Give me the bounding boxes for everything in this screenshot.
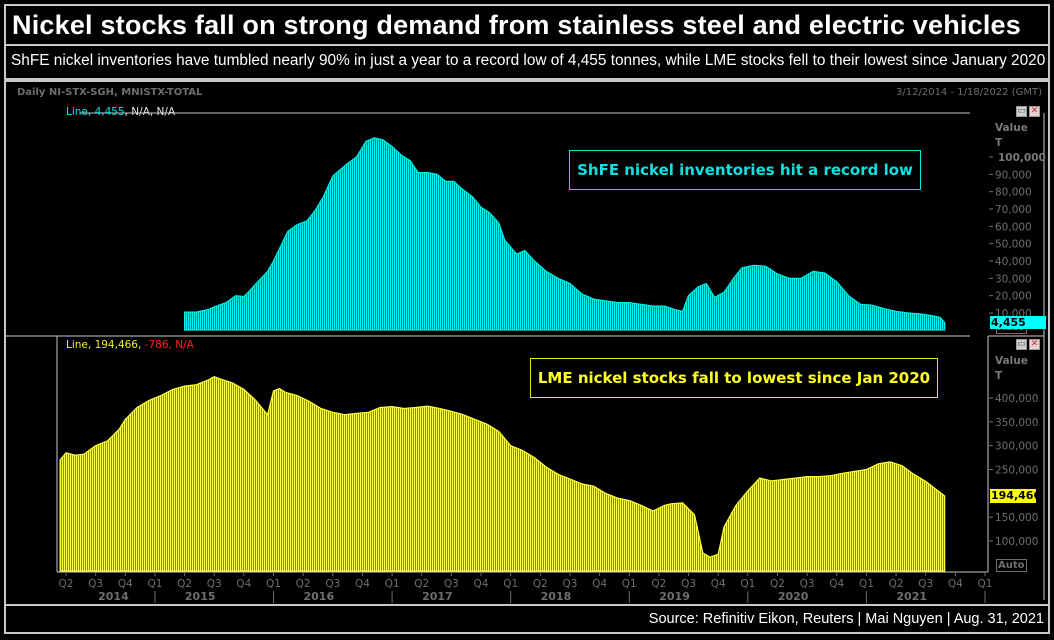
- x-quarter-label: Q1: [385, 578, 400, 590]
- series-codes-label: Daily NI-STX-SGH, MNISTX-TOTAL: [17, 87, 203, 98]
- lme-y-axis-title: Value: [995, 355, 1028, 367]
- x-quarter-label: Q3: [325, 578, 340, 590]
- restore-window-icon[interactable]: ▭: [1016, 339, 1027, 350]
- x-quarter-label: Q1: [622, 578, 637, 590]
- title-bar: Nickel stocks fall on strong demand from…: [4, 4, 1050, 46]
- x-year-label: 2021: [896, 590, 927, 603]
- x-quarter-label: Q4: [474, 578, 489, 590]
- shfe-legend-suffix: , N/A, N/A: [124, 106, 176, 118]
- x-quarter-label: Q2: [889, 578, 904, 590]
- x-year-label: 2014: [98, 590, 129, 603]
- lme-legend-value: 194,466: [94, 339, 138, 351]
- x-quarter-label: Q3: [562, 578, 577, 590]
- lme-y-tick-label: 400,000: [995, 393, 1038, 405]
- shfe-y-tick-label: 20,000: [995, 291, 1032, 303]
- shfe-legend: Line, 4,455, N/A, N/A: [66, 106, 175, 118]
- page-subtitle: ShFE nickel inventories have tumbled nea…: [11, 52, 1046, 69]
- shfe-y-tick-label: 90,000: [995, 169, 1032, 181]
- lme-annotation: LME nickel stocks fall to lowest since J…: [530, 358, 938, 398]
- x-quarter-label: Q1: [740, 578, 755, 590]
- source-credit: Source: Refinitiv Eikon, Reuters | Mai N…: [648, 611, 1044, 627]
- x-quarter-label: Q1: [503, 578, 518, 590]
- x-quarter-label: Q3: [444, 578, 459, 590]
- x-quarter-label: Q2: [651, 578, 666, 590]
- lme-legend: Line, 194,466, -786, N/A: [66, 339, 194, 351]
- shfe-y-tick-label: 80,000: [995, 187, 1032, 199]
- lme-legend-suffix: , N/A: [168, 339, 194, 351]
- shfe-area: [184, 137, 946, 331]
- lme-y-axis: 400,000 350,000 300,000 250,000 150,000 100,0…: [989, 393, 1038, 548]
- close-window-icon[interactable]: ✕: [1029, 339, 1040, 350]
- shfe-last-value-tag: 4,455: [990, 316, 1046, 329]
- x-quarter-label: Q4: [592, 578, 607, 590]
- x-quarter-label: Q4: [948, 578, 963, 590]
- shfe-y-axis-unit: T: [995, 137, 1003, 149]
- close-window-icon[interactable]: ✕: [1029, 106, 1040, 117]
- x-quarter-label: Q2: [533, 578, 548, 590]
- lme-y-tick-label: 300,000: [995, 441, 1038, 453]
- shfe-y-tick-label: 30,000: [995, 273, 1032, 285]
- lme-last-value-tag: 194,466: [990, 489, 1042, 503]
- x-quarter-label: Q4: [355, 578, 370, 590]
- shfe-y-tick-label: 100,000: [998, 152, 1046, 164]
- x-quarter-label: Q1: [859, 578, 874, 590]
- shfe-y-tick-label: 40,000: [995, 256, 1032, 268]
- shfe-y-tick-label: 70,000: [995, 204, 1032, 216]
- page-title: Nickel stocks fall on strong demand from…: [12, 10, 1021, 40]
- x-quarter-label: Q3: [681, 578, 696, 590]
- shfe-y-tick-label: 60,000: [995, 221, 1032, 233]
- shfe-area-series: [184, 137, 946, 331]
- x-year-label: 2015: [185, 590, 216, 603]
- x-quarter-label: Q1: [147, 578, 162, 590]
- x-quarter-label: Q3: [918, 578, 933, 590]
- lme-auto-scale-button[interactable]: Auto: [996, 559, 1027, 572]
- x-year-label: 2016: [303, 590, 334, 603]
- x-quarter-label: Q4: [829, 578, 844, 590]
- x-year-label: 2018: [541, 590, 572, 603]
- x-axis: Q2 Q3 Q4 Q1 Q2 Q3 Q4 Q1 Q2 Q3 Q4 Q1 Q2 Q3 Q4 Q1 Q2 Q3 Q4 Q1…: [59, 573, 993, 603]
- shfe-y-axis-title: Value: [995, 122, 1028, 134]
- lme-y-axis-unit: T: [995, 370, 1003, 382]
- x-quarter-label: Q3: [88, 578, 103, 590]
- x-quarter-label: Q4: [118, 578, 133, 590]
- lme-y-tick-label: 350,000: [995, 417, 1038, 429]
- shfe-y-tick-label: 50,000: [995, 239, 1032, 251]
- lme-y-tick-label: 100,000: [995, 536, 1038, 548]
- date-range-label: 3/12/2014 - 1/18/2022 (GMT): [896, 87, 1042, 98]
- x-year-label: 2019: [659, 590, 690, 603]
- x-quarter-label: Q2: [770, 578, 785, 590]
- lme-area: [59, 375, 946, 572]
- lme-y-tick-label: 150,000: [995, 512, 1038, 524]
- x-quarter-label: Q2: [177, 578, 192, 590]
- lme-legend-change: -786: [144, 339, 169, 351]
- x-year-label: 2020: [778, 590, 809, 603]
- lme-area-series: [59, 375, 946, 572]
- shfe-legend-value: 4,455: [94, 106, 125, 118]
- x-quarter-label: Q1: [978, 578, 993, 590]
- shfe-legend-prefix: Line,: [66, 106, 95, 118]
- x-quarter-label: Q2: [414, 578, 429, 590]
- x-quarter-label: Q3: [800, 578, 815, 590]
- x-quarter-label: Q4: [236, 578, 251, 590]
- x-quarter-label: Q2: [59, 578, 74, 590]
- lme-legend-prefix: Line,: [66, 339, 95, 351]
- shfe-y-axis: 100,000 90,000 80,000 70,000 60,000 50,000 40,…: [989, 152, 1046, 320]
- x-quarter-label: Q4: [711, 578, 726, 590]
- restore-window-icon[interactable]: ▭: [1016, 106, 1027, 117]
- shfe-annotation: ShFE nickel inventories hit a record low: [569, 150, 921, 190]
- lme-y-tick-label: 250,000: [995, 465, 1038, 477]
- x-year-label: 2017: [422, 590, 453, 603]
- x-quarter-label: Q1: [266, 578, 281, 590]
- x-quarter-label: Q3: [207, 578, 222, 590]
- source-bar: Source: Refinitiv Eikon, Reuters | Mai N…: [4, 604, 1050, 634]
- x-quarter-label: Q2: [296, 578, 311, 590]
- subtitle-bar: ShFE nickel inventories have tumbled nea…: [4, 44, 1050, 80]
